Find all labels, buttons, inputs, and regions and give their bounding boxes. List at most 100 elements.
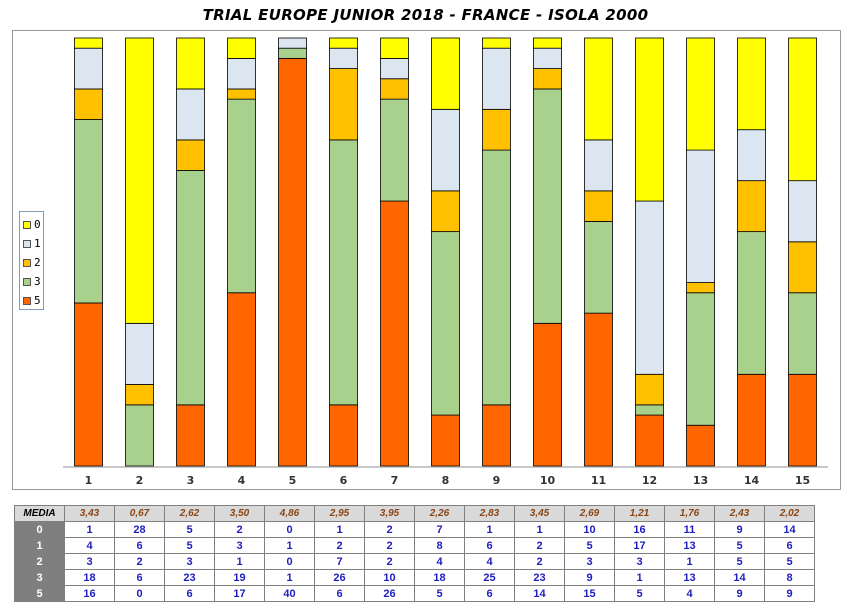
bar-segment-13-score-2	[686, 282, 715, 294]
bar-segment-6-score-0	[329, 37, 358, 49]
bar-segment-8-score-5	[431, 414, 460, 467]
bar-segment-10-score-1	[533, 47, 562, 69]
table-cell: 6	[114, 537, 165, 554]
table-cell: 1	[64, 521, 115, 538]
table-cell: 3	[564, 553, 615, 570]
table-cell-media: 2,69	[564, 505, 615, 522]
bar-segment-6-score-1	[329, 47, 358, 69]
bar-segment-13-score-0	[686, 37, 715, 151]
legend-swatch	[23, 221, 31, 229]
table-cell: 7	[414, 521, 465, 538]
table-cell-media: 2,95	[314, 505, 365, 522]
bar-segment-12-score-2	[635, 373, 664, 406]
bar-segment-6-score-3	[329, 139, 358, 406]
table-cell: 1	[464, 521, 515, 538]
table-row: 0 1 28 5 2 0 1 2 7 1 1 10 16 11 9 14	[14, 521, 815, 538]
bar-segment-5-score-1	[278, 37, 307, 49]
chart-floor	[63, 466, 828, 468]
table-cell: 4	[414, 553, 465, 570]
bar-segment-7-score-2	[380, 78, 409, 100]
table-cell: 26	[364, 585, 415, 602]
legend-item-5: 5	[23, 294, 41, 308]
table-cell: 1	[614, 569, 665, 586]
row-header: MEDIA	[14, 505, 65, 522]
table-cell: 14	[514, 585, 565, 602]
bar-segment-4-score-5	[227, 292, 256, 467]
table-cell: 0	[264, 521, 315, 538]
bar-segment-11-score-0	[584, 37, 613, 141]
x-tick-label: 2	[136, 474, 144, 487]
table-cell: 0	[114, 585, 165, 602]
bar-segment-5-score-5	[278, 57, 307, 467]
table-cell: 5	[714, 553, 765, 570]
bar-segment-11-score-3	[584, 221, 613, 314]
table-cell: 2	[364, 521, 415, 538]
table-cell: 25	[464, 569, 515, 586]
table-cell: 1	[264, 537, 315, 554]
table-cell: 6	[464, 585, 515, 602]
table-cell-media: 2,43	[714, 505, 765, 522]
legend-swatch	[23, 297, 31, 305]
table-cell: 2	[364, 537, 415, 554]
table-cell-media: 1,76	[664, 505, 715, 522]
legend-item-2: 2	[23, 256, 41, 270]
table-cell-media: 2,26	[414, 505, 465, 522]
bar-segment-12-score-3	[635, 404, 664, 416]
table-cell: 6	[164, 585, 215, 602]
table-cell: 16	[64, 585, 115, 602]
legend-label: 5	[34, 294, 41, 307]
table-cell: 3	[164, 553, 215, 570]
table-cell: 9	[714, 521, 765, 538]
table-cell-media: 3,50	[214, 505, 265, 522]
bar-segment-7-score-1	[380, 57, 409, 80]
table-cell: 10	[564, 521, 615, 538]
table-cell: 2	[514, 537, 565, 554]
row-header: 1	[14, 537, 65, 554]
table-cell: 9	[714, 585, 765, 602]
chart-legend: 0 1 2 3 5	[19, 211, 44, 310]
legend-label: 1	[34, 237, 41, 250]
table-cell: 11	[664, 521, 715, 538]
bar-segment-13-score-3	[686, 292, 715, 426]
x-tick-label: 8	[442, 474, 450, 487]
bar-segment-9-score-1	[482, 47, 511, 110]
chart-title: TRIAL EUROPE JUNIOR 2018 - FRANCE - ISOL…	[202, 6, 649, 24]
table-cell-media: 4,86	[264, 505, 315, 522]
bar-segment-11-score-1	[584, 139, 613, 192]
table-cell: 13	[664, 537, 715, 554]
table-cell: 6	[764, 537, 815, 554]
data-table: MEDIA 3,43 0,67 2,62 3,50 4,86 2,95 3,95 2,26 2,8…	[14, 505, 815, 602]
bar-segment-10-score-0	[533, 37, 562, 49]
legend-swatch	[23, 240, 31, 248]
bar-segment-11-score-2	[584, 190, 613, 222]
table-cell: 19	[214, 569, 265, 586]
row-header: 0	[14, 521, 65, 538]
table-row: 3 18 6 23 19 1 26 10 18 25 23 9 1 13 14 8	[14, 569, 815, 586]
bar-segment-12-score-5	[635, 414, 664, 467]
table-cell-media: 2,83	[464, 505, 515, 522]
table-cell: 3	[614, 553, 665, 570]
bar-segment-15-score-0	[788, 37, 817, 182]
x-tick-label: 12	[642, 474, 657, 487]
bar-segment-4-score-0	[227, 37, 256, 59]
table-row-media: MEDIA 3,43 0,67 2,62 3,50 4,86 2,95 3,95 2,26 2,8…	[14, 505, 815, 522]
table-cell: 23	[514, 569, 565, 586]
bar-segment-6-score-5	[329, 404, 358, 467]
table-cell-media: 1,21	[614, 505, 665, 522]
legend-label: 2	[34, 256, 41, 269]
table-cell: 2	[364, 553, 415, 570]
stacked-bar-chart: 1 2 3 4 5 6 7 8 9 10 11 12 13 14 15	[63, 37, 828, 487]
bar-segment-13-score-1	[686, 149, 715, 283]
bar-segment-9-score-0	[482, 37, 511, 49]
bar-segment-1-score-3	[74, 119, 103, 304]
legend-item-1: 1	[23, 237, 41, 251]
bar-segment-4-score-2	[227, 88, 256, 100]
bar-segment-3-score-0	[176, 37, 205, 90]
bar-segment-3-score-5	[176, 404, 205, 467]
table-cell: 1	[664, 553, 715, 570]
bar-segment-8-score-1	[431, 108, 460, 192]
table-cell: 5	[564, 537, 615, 554]
bar-segment-4-score-1	[227, 57, 256, 90]
table-cell: 2	[514, 553, 565, 570]
